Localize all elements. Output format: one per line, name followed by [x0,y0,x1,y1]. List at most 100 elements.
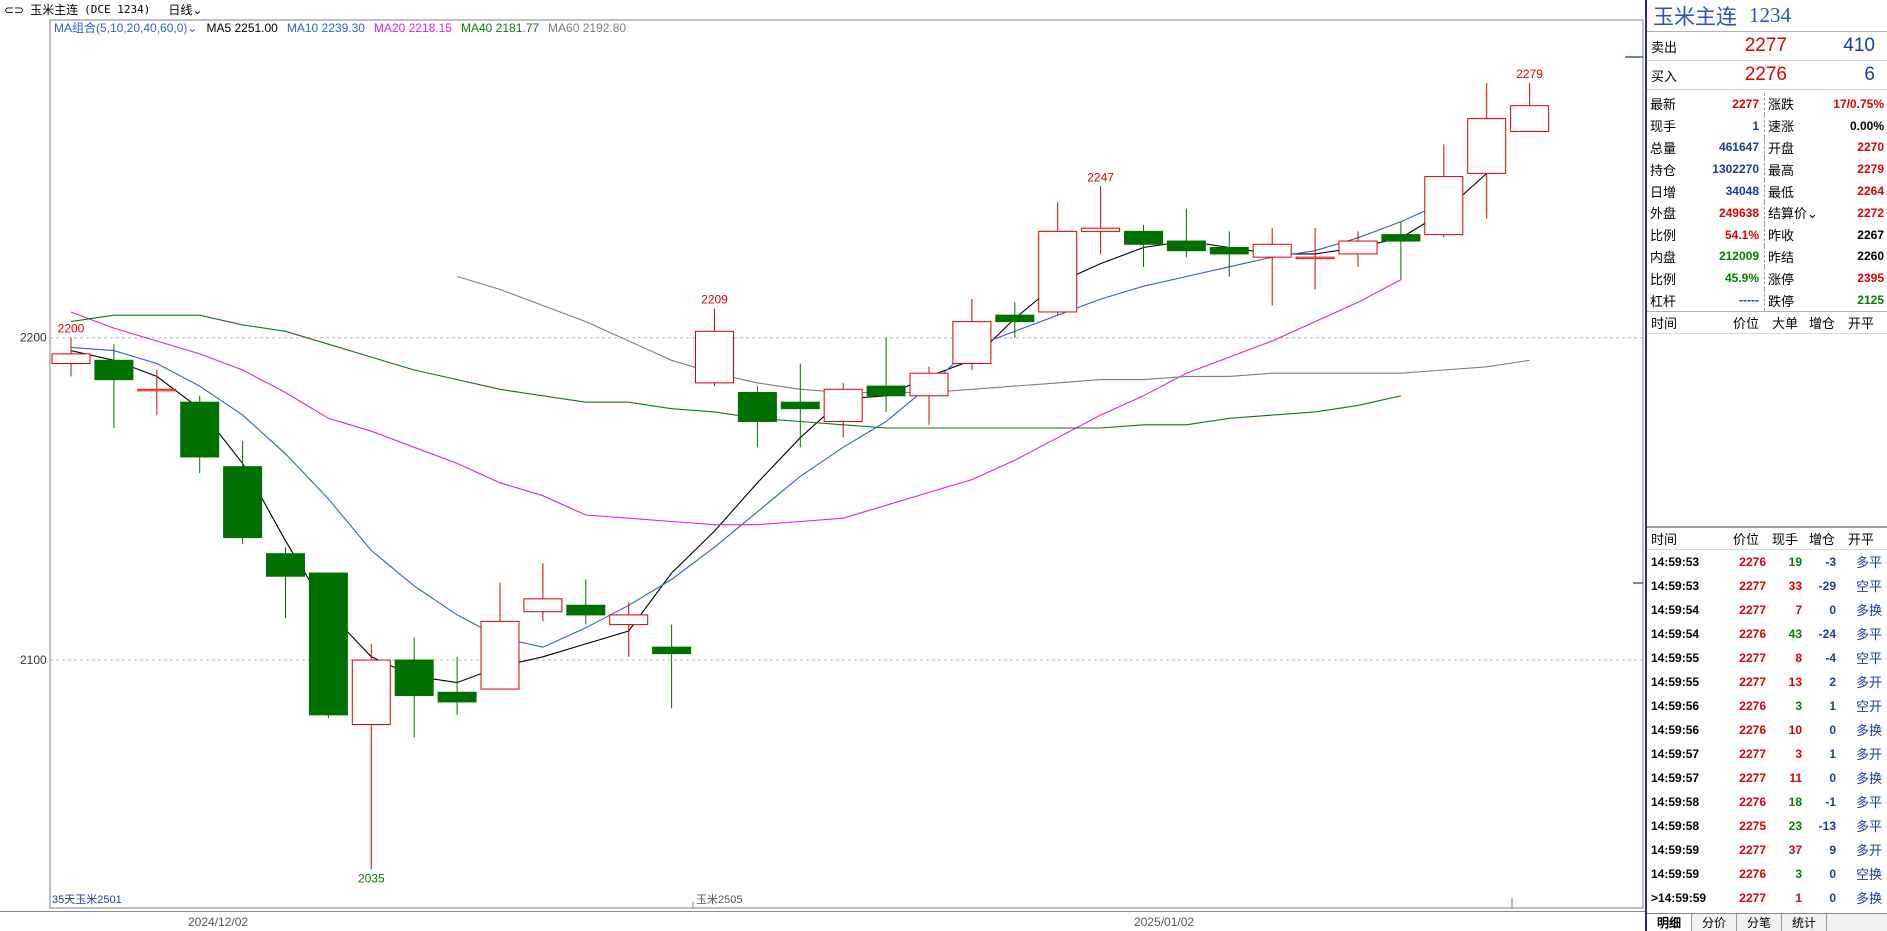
stat-value: 461647 [1718,140,1759,155]
tick-type: 多开 [1855,843,1882,859]
stat-label: 总量 [1650,140,1677,156]
ma-line-ma10 [70,201,1445,648]
tick-type: 多换 [1855,723,1882,739]
stat-value: 212009 [1718,249,1759,264]
tick-row[interactable]: 14:59:54 2277 7 0 多换 [1647,598,1887,622]
tick-row[interactable]: 14:59:56 2276 3 1 空开 [1647,694,1887,718]
candle-body [823,388,863,423]
candle-body [609,614,649,626]
chart-frame [49,19,1644,909]
tick-time: 14:59:58 [1651,794,1700,809]
stat-item: 速涨 0.00% [1765,115,1887,137]
candle-body [1124,230,1163,245]
stat-item: 比例 54.1% [1647,223,1765,246]
tick-price: 2277 [1739,602,1766,617]
tick-price: 2276 [1739,866,1766,881]
candle-body [737,392,777,423]
tick-row[interactable]: 14:59:57 2277 11 0 多换 [1647,766,1887,790]
tick-row[interactable]: >14:59:59 2277 1 0 多换 [1647,886,1887,910]
stat-label: 最高 [1768,162,1795,178]
tick-oi-change: 1 [1829,746,1836,761]
tick-price: 2277 [1739,650,1766,665]
tick-row[interactable]: 14:59:56 2276 10 0 多换 [1647,718,1887,742]
instrument-name: 玉米主连 [30,3,79,17]
chart-title-bar: ⊂⊃ 玉米主连 (DCE 1234) 日线⌄ [0,0,202,19]
tick-row[interactable]: 14:59:53 2277 33 -29 空平 [1647,574,1887,598]
ma-line-ma60 [456,275,1530,394]
bid-label: 买入 [1651,68,1678,84]
tick-oi-change: 2 [1829,674,1836,689]
quote-panel: 玉米主连 1234 卖出 2277 410 买入 2276 6 最新 2277 涨跌… [1645,0,1887,931]
stat-value: 2267 [1857,227,1884,242]
instrument-code: (DCE 1234) [84,3,151,16]
quote-instrument: 玉米主连 [1653,4,1737,29]
price-label: 2279 [1516,67,1543,81]
tick-volume: 7 [1795,602,1802,617]
tick-header: 时间 价位 现手 增仓 开平 [1647,528,1887,550]
candle-body [566,604,606,616]
stat-value: 2264 [1857,184,1884,199]
candle-body [1252,243,1292,258]
period-selector[interactable]: 日线⌄ [168,3,203,17]
tick-row[interactable]: 14:59:53 2276 19 -3 多平 [1647,550,1887,574]
tick-oi-change: -13 [1818,818,1836,833]
kline-chart[interactable]: 2200 2100 2200 2035 2209 2247 2279 35天玉米2501 玉米2… [0,0,1645,911]
tick-price: 2276 [1739,722,1766,737]
tick-oi-change: 1 [1829,698,1836,713]
tick-oi-change: -3 [1825,554,1836,569]
stat-item: 昨结 2260 [1765,246,1887,268]
candle-body [351,659,391,726]
tick-type: 多换 [1855,603,1882,619]
tick-price: 2276 [1739,554,1766,569]
bid-row[interactable]: 买入 2276 6 [1647,61,1887,90]
ma-combo-selector[interactable]: MA组合(5,10,20,40,60,0)⌄ [54,21,198,35]
stat-label: 昨收 [1768,228,1795,244]
column-header: 开平 [1847,531,1874,547]
link-icon[interactable]: ⊂⊃ [4,2,25,17]
price-label: 2247 [1087,170,1114,184]
tab-3[interactable]: 统计 [1782,914,1828,931]
tick-row[interactable]: 14:59:58 2276 18 -1 多平 [1647,790,1887,814]
x-date-label: 2025/01/02 [1134,915,1195,929]
stat-item: 日增 34048 [1647,180,1765,202]
ask-row[interactable]: 卖出 2277 410 [1647,32,1887,61]
tick-price: 2277 [1739,890,1766,905]
tab-2[interactable]: 分笔 [1737,914,1783,931]
price-label: 2200 [58,322,85,336]
tick-list[interactable]: 时间 价位 现手 增仓 开平 14:59:53 2276 19 -3 多平 14:59:53 227… [1647,526,1887,910]
candle-body [1038,230,1078,313]
tick-price: 2275 [1739,818,1766,833]
stat-item: 杠杆 ----- [1647,289,1765,311]
tick-row[interactable]: 14:59:57 2277 3 1 多开 [1647,742,1887,766]
stat-label: 日增 [1650,184,1677,200]
candle-body [180,401,220,458]
tick-price: 2277 [1739,746,1766,761]
tab-1[interactable]: 分价 [1692,914,1738,931]
column-header: 时间 [1651,315,1678,331]
tick-row[interactable]: 14:59:59 2276 3 0 空换 [1647,862,1887,886]
tick-volume: 10 [1788,722,1802,737]
tick-row[interactable]: 14:59:58 2275 23 -13 多平 [1647,814,1887,838]
stat-label: 内盘 [1650,249,1677,265]
stat-item: 结算价⌄ 2272 [1765,202,1887,224]
bid-volume: 6 [1864,64,1875,85]
candle-body [1424,176,1464,236]
stat-label: 比例 [1650,228,1677,244]
stat-label: 结算价⌄ [1768,206,1818,222]
candle-body [866,385,906,397]
column-header: 时间 [1651,531,1678,547]
tick-row[interactable]: 14:59:55 2277 13 2 多开 [1647,670,1887,694]
tick-price: 2276 [1739,626,1766,641]
tick-row[interactable]: 14:59:55 2277 8 -4 空平 [1647,646,1887,670]
stat-item: 内盘 212009 [1647,245,1765,268]
candle-body [1381,234,1421,242]
tab-0[interactable]: 明细 [1647,914,1693,931]
bigorder-list[interactable] [1647,334,1887,527]
tick-oi-change: 0 [1829,722,1836,737]
tick-row[interactable]: 14:59:54 2276 43 -24 多平 [1647,622,1887,646]
tick-volume: 3 [1795,698,1802,713]
kline-chart-area[interactable]: 2200 2100 2200 2035 2209 2247 2279 35天玉米2501 玉米2… [0,0,1645,931]
candle-body [94,359,134,381]
tick-row[interactable]: 14:59:59 2277 37 9 多开 [1647,838,1887,862]
